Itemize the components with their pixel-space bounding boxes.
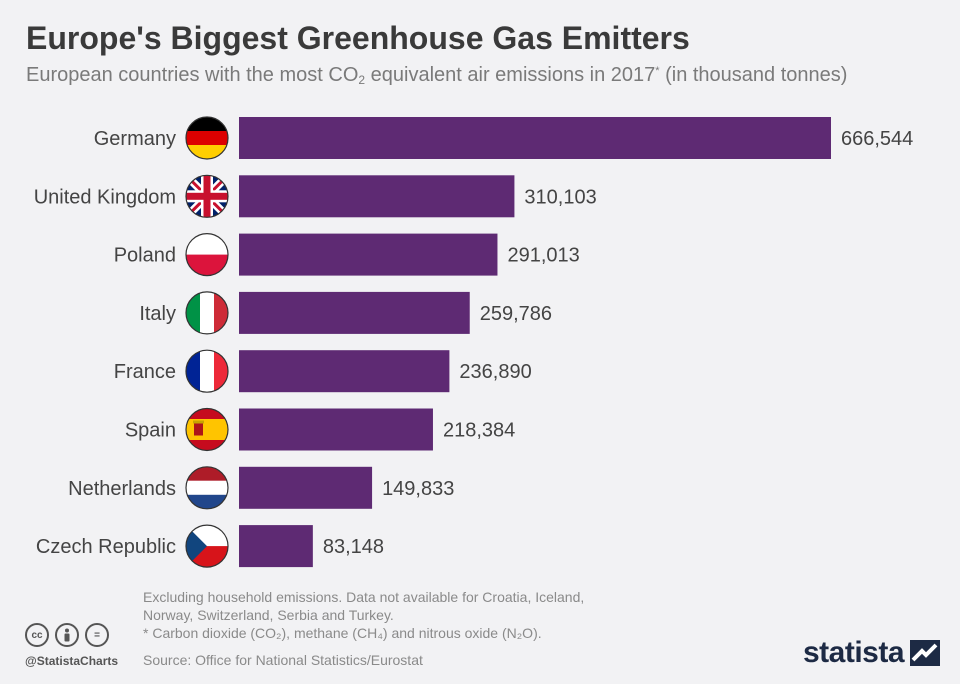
bar: [239, 408, 433, 451]
category-label: Spain: [125, 420, 176, 442]
flag-netherlands-icon: [185, 466, 229, 510]
category-label: France: [114, 361, 176, 383]
footnote-exclusions-cont: Norway, Switzerland, Serbia and Turkey.: [143, 607, 394, 623]
category-label: Germany: [94, 128, 176, 150]
twitter-handle[interactable]: @StatistaCharts: [25, 654, 119, 668]
attribution-icon: [55, 623, 79, 647]
flag-poland-icon: [185, 233, 229, 277]
chart-subtitle: European countries with the most CO2 equ…: [26, 64, 848, 87]
bar: [239, 233, 498, 276]
bar: [239, 175, 515, 218]
bar: [239, 466, 373, 509]
value-label: 149,833: [382, 478, 454, 500]
flag-france-icon: [185, 349, 229, 393]
source-text: Source: Office for National Statistics/E…: [143, 652, 423, 668]
footnote-gases: * Carbon dioxide (CO₂), methane (CH₄) an…: [143, 625, 542, 641]
bar: [239, 291, 470, 334]
footnotes: Excluding household emissions. Data not …: [143, 588, 584, 642]
flag-uk-icon: [185, 174, 229, 218]
value-label: 310,103: [524, 186, 596, 208]
category-label: Italy: [139, 303, 176, 325]
bar: [239, 350, 450, 393]
flag-italy-icon: [185, 291, 229, 335]
bar: [239, 525, 313, 568]
category-label: United Kingdom: [34, 186, 176, 208]
value-label: 259,786: [480, 303, 552, 325]
license-icons: cc =: [25, 623, 109, 647]
footnote-exclusions: Excluding household emissions. Data not …: [143, 589, 585, 605]
flag-spain-icon: [185, 407, 229, 452]
flag-czech-republic-icon: [185, 524, 229, 568]
bar-chart: Germany 666,544 United Kingdom 310,103 Polan…: [34, 116, 913, 568]
value-label: 666,544: [841, 128, 913, 150]
statista-logo-icon: [910, 640, 941, 666]
flag-germany-icon: [185, 116, 229, 160]
category-label: Czech Republic: [36, 536, 176, 558]
category-label: Poland: [114, 245, 176, 267]
value-label: 83,148: [323, 536, 384, 558]
value-label: 236,890: [459, 361, 531, 383]
category-label: Netherlands: [68, 478, 176, 500]
statista-logo[interactable]: statista: [803, 636, 941, 670]
value-label: 291,013: [507, 245, 579, 267]
value-label: 218,384: [443, 420, 515, 442]
cc-icon: cc: [25, 623, 49, 647]
chart-title: Europe's Biggest Greenhouse Gas Emitters: [26, 20, 690, 56]
bar: [239, 117, 831, 159]
brand-name: statista: [803, 636, 905, 669]
no-derivatives-icon: =: [85, 623, 109, 647]
